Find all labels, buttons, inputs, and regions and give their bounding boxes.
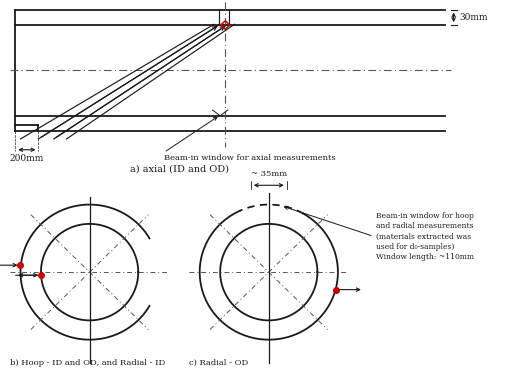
Text: 200mm: 200mm — [10, 154, 44, 163]
Text: Beam-in window for axial measurements: Beam-in window for axial measurements — [164, 154, 335, 163]
Text: ~ 35mm: ~ 35mm — [251, 170, 287, 178]
Text: a) axial (ID and OD): a) axial (ID and OD) — [130, 164, 229, 173]
Text: Beam-in window for hoop
and radial measurements
(materials extracted was
used fo: Beam-in window for hoop and radial measu… — [376, 212, 474, 261]
Text: b) Hoop - ID and OD, and Radial - ID: b) Hoop - ID and OD, and Radial - ID — [10, 359, 165, 367]
Text: c) Radial - OD: c) Radial - OD — [189, 359, 249, 367]
Text: 30mm: 30mm — [460, 13, 488, 22]
